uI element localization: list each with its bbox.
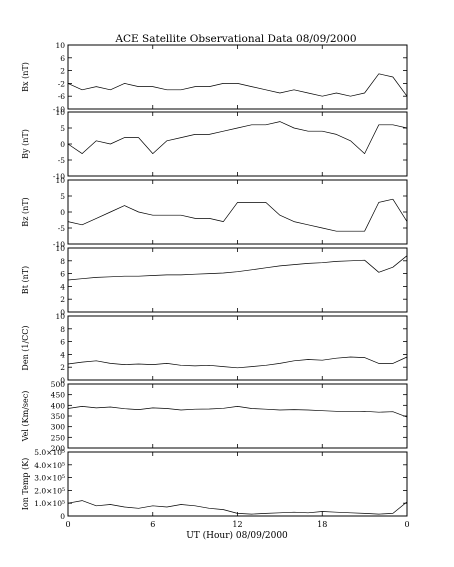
y-tick-label: -10 [53, 240, 65, 249]
x-tick-label: 0 [404, 520, 409, 529]
y-tick-label: 3.0×10⁵ [34, 474, 65, 483]
panel-7: 5.0×10⁵ 4.0×10⁵ 3.0×10⁵ 2.0×10⁵ 1.0×10⁵ 0 Ion … [21, 448, 408, 521]
y-tick-label: 5 [60, 124, 65, 133]
y-tick-label: 2 [60, 363, 65, 372]
chart-title: ACE Satellite Observational Data 08/09/2… [114, 33, 356, 45]
y-tick-label: 300 [51, 423, 66, 432]
panel-frame [67, 451, 408, 517]
y-tick-label: 6 [60, 54, 65, 63]
y-tick-label: 4.0×10⁵ [34, 461, 65, 470]
panel-frame [67, 383, 408, 449]
panel-2: 10 5 0 -5 -10 By (nT) [21, 108, 408, 181]
y-tick-label: -6 [58, 92, 66, 101]
x-tick-label: 12 [232, 520, 242, 529]
y-axis-label: Bt (nT) [21, 266, 30, 294]
y-axis-label: Den (1/CC) [21, 325, 30, 370]
y-tick-label: -5 [58, 224, 66, 233]
y-tick-label: 8 [60, 257, 65, 266]
series-line [67, 500, 408, 515]
panel-frame [67, 111, 408, 177]
y-axis-label: Vel (Km/sec) [21, 391, 30, 443]
y-tick-label: -5 [58, 156, 66, 165]
series-line [67, 121, 408, 154]
y-tick-label: 250 [51, 433, 66, 442]
y-tick-label: 450 [51, 391, 66, 400]
series-line [67, 406, 408, 418]
y-tick-label: 400 [51, 401, 66, 410]
panel-3: 10 5 0 -5 -10 Bz (nT) [21, 176, 408, 249]
y-tick-label: -10 [53, 172, 65, 181]
y-tick-label: 350 [51, 412, 66, 421]
y-tick-label: 500 [51, 380, 66, 389]
y-tick-label: 6 [60, 338, 65, 347]
y-tick-label: 0 [60, 140, 65, 149]
y-tick-label: 8 [60, 325, 65, 334]
x-tick-label: 18 [317, 520, 327, 529]
y-tick-label: 10 [55, 312, 65, 321]
y-tick-label: 10 [55, 244, 65, 253]
y-tick-label: 0 [60, 512, 65, 521]
panel-frame [67, 315, 408, 381]
y-tick-label: 10 [55, 108, 65, 117]
y-tick-label: 2.0×10⁵ [34, 486, 65, 495]
y-tick-label: 5 [60, 192, 65, 201]
panels: 10 6 2 -2 -6 -10 Bx (nT) 10 5 0 -5 -10 By (nT) 10 5 0 -5… [21, 41, 410, 529]
y-tick-label: 6 [60, 270, 65, 279]
y-tick-label: 2 [60, 295, 65, 304]
panel-frame [67, 44, 408, 110]
series-line [67, 255, 408, 281]
y-tick-label: 10 [55, 176, 65, 185]
series-line [67, 73, 408, 97]
y-tick-label: 4 [60, 350, 65, 359]
y-tick-label: 5.0×10⁵ [34, 448, 65, 457]
y-tick-label: 200 [51, 444, 66, 453]
panel-4: 10 8 6 4 2 0 Bt (nT) [21, 244, 408, 317]
y-axis-label: Ion Temp (K) [21, 458, 30, 511]
y-tick-label: 10 [55, 41, 65, 50]
x-tick-label: 0 [65, 520, 70, 529]
y-tick-label: 1.0×10⁵ [34, 499, 65, 508]
panel-frame [67, 179, 408, 245]
panel-5: 10 8 6 4 2 0 Den (1/CC) [21, 312, 408, 385]
y-tick-label: 0 [60, 376, 65, 385]
y-tick-label: 0 [60, 208, 65, 217]
y-axis-label: By (nT) [21, 129, 30, 159]
panel-1: 10 6 2 -2 -6 -10 Bx (nT) [21, 41, 408, 114]
y-tick-label: -10 [53, 105, 65, 114]
series-line [67, 198, 408, 232]
y-tick-label: -2 [58, 79, 66, 88]
x-axis-label: UT (Hour) 08/09/2000 [186, 530, 288, 541]
y-axis-label: Bx (nT) [21, 62, 30, 92]
panel-frame [67, 247, 408, 313]
series-line [67, 356, 408, 369]
y-axis-label: Bz (nT) [21, 197, 30, 226]
y-tick-label: 2 [60, 67, 65, 76]
y-tick-label: 4 [60, 282, 65, 291]
y-tick-label: 0 [60, 308, 65, 317]
x-tick-label: 6 [150, 520, 155, 529]
